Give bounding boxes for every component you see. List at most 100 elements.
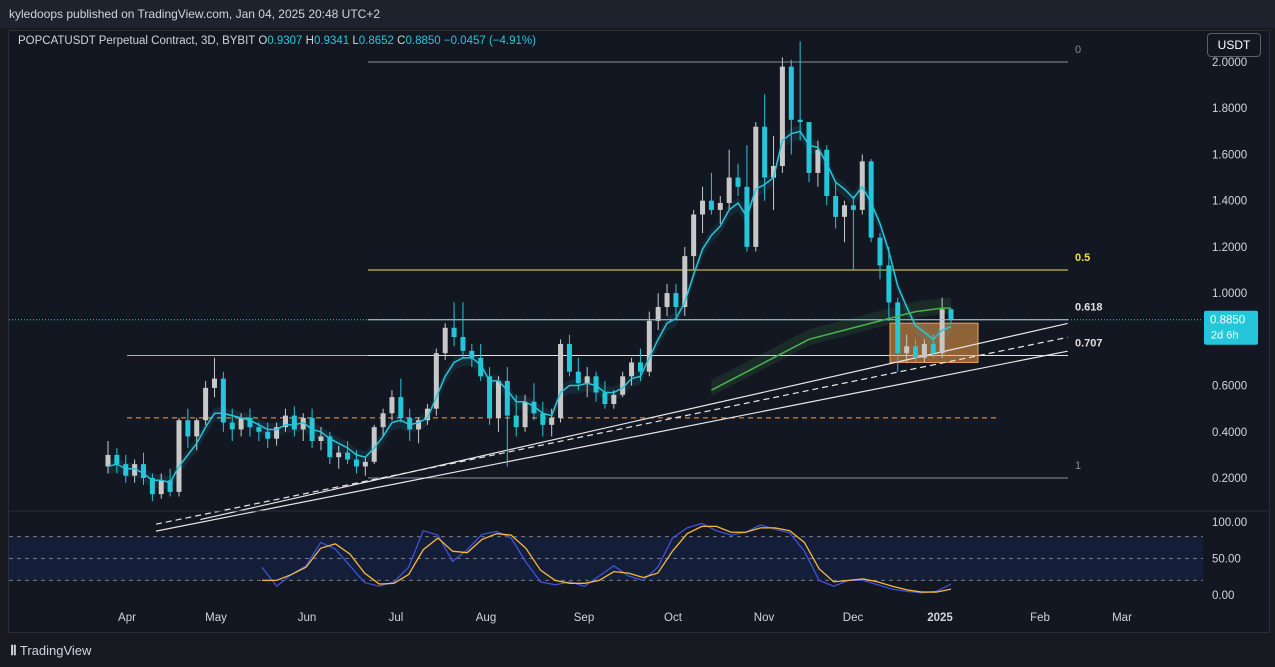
symbol-name: POPCATUSDT Perpetual Contract, 3D, BYBIT	[18, 35, 256, 47]
candle-body	[504, 380, 510, 416]
candle-body	[691, 214, 697, 257]
price-tick-6: 0.6000	[1212, 381, 1247, 393]
candle-body	[460, 337, 466, 351]
candle-body	[708, 200, 714, 210]
time-tick-6: Oct	[664, 612, 683, 624]
time-tick-3: Jul	[389, 612, 404, 624]
fib-label-2: 0.618	[1075, 302, 1103, 314]
fib-label-0: 0	[1075, 44, 1081, 56]
candle-body	[522, 401, 528, 428]
price-tick-8: 0.2000	[1212, 473, 1247, 485]
candle-body	[762, 126, 768, 178]
candle-body	[416, 420, 422, 430]
change-value: −0.0457 (−4.91%)	[443, 35, 536, 47]
stoch-tick-0: 100.00	[1212, 517, 1247, 529]
chart-frame[interactable]	[8, 30, 1270, 633]
candle-body	[948, 309, 954, 320]
candle-body	[815, 149, 821, 173]
candle-body	[238, 417, 244, 430]
candle-body	[176, 420, 182, 492]
price-tick-4: 1.2000	[1212, 242, 1247, 254]
candle-body	[469, 350, 475, 358]
ema-slow-band	[711, 298, 951, 397]
candle-body	[646, 320, 652, 372]
time-tick-5: Sep	[574, 612, 594, 624]
publish-text: kyledoops published on TradingView.com, …	[9, 7, 381, 21]
symbol-legend: POPCATUSDT Perpetual Contract, 3D, BYBIT…	[18, 35, 536, 47]
high-value: 0.9341	[313, 35, 350, 47]
candle-body	[753, 126, 759, 247]
tv-logo-icon: Ⅱ	[10, 642, 17, 658]
candle-body	[788, 66, 794, 120]
trendline-1	[155, 336, 1068, 525]
candle-body	[629, 362, 635, 377]
candle-body	[336, 452, 342, 458]
currency-button[interactable]: USDT	[1207, 33, 1261, 57]
candle-body	[353, 459, 359, 467]
candle-body	[842, 205, 848, 217]
candle-body	[771, 166, 777, 178]
candle-body	[300, 417, 306, 430]
tradingview-logo[interactable]: Ⅱ TradingView	[10, 642, 91, 659]
fib-label-3: 0.707	[1075, 338, 1103, 350]
time-tick-2: Jun	[298, 612, 317, 624]
candle-body	[433, 353, 439, 409]
brand-name: TradingView	[19, 643, 92, 658]
candle-body	[256, 427, 262, 432]
candle-body	[850, 205, 856, 210]
time-tick-8: Dec	[843, 612, 864, 624]
last-price-tag	[1204, 310, 1258, 345]
candle-body	[291, 415, 297, 430]
candle-body	[575, 371, 581, 384]
candle-body	[868, 161, 874, 238]
footer-bar	[0, 637, 1275, 667]
time-tick-0: Apr	[118, 612, 136, 624]
candle-body	[566, 343, 572, 372]
candle-body	[424, 408, 430, 421]
candle-body	[167, 480, 173, 492]
open-value: 0.9307	[267, 35, 303, 47]
candle-body	[735, 177, 741, 187]
candle-body	[877, 237, 883, 266]
candle-body	[185, 420, 191, 437]
candle-body	[531, 401, 537, 414]
time-tick-1: May	[205, 612, 227, 624]
candle-body	[655, 306, 661, 321]
candle-body	[203, 387, 209, 421]
price-tick-1: 1.8000	[1212, 103, 1247, 115]
candle-body	[220, 378, 226, 423]
candle-body	[123, 464, 129, 476]
time-tick-11: Mar	[1112, 612, 1132, 624]
candle-body	[637, 362, 643, 372]
time-tick-4: Aug	[476, 612, 496, 624]
candle-body	[540, 413, 546, 425]
stoch-k-line	[261, 522, 952, 594]
candle-body	[140, 464, 146, 478]
candle-body	[487, 376, 493, 418]
time-tick-7: Nov	[754, 612, 775, 624]
candle-body	[380, 413, 386, 428]
candle-body	[114, 454, 120, 465]
trendline-2	[200, 322, 1068, 521]
stoch-d-line	[262, 525, 952, 593]
last-price-label: 0.8850	[1210, 315, 1245, 327]
countdown-label: 2d 6h	[1211, 330, 1239, 342]
candle-body	[930, 343, 936, 354]
candle-body	[549, 417, 555, 425]
price-tick-7: 0.4000	[1212, 427, 1247, 439]
candle-body	[593, 376, 599, 393]
candle-body	[318, 436, 324, 442]
candle-body	[886, 265, 892, 303]
ema-slow-line	[711, 307, 951, 391]
candle-body	[345, 452, 351, 460]
candle-body	[664, 293, 670, 307]
candle-body	[602, 392, 608, 405]
candle-body	[194, 420, 200, 437]
stoch-tick-1: 50.00	[1212, 554, 1241, 566]
accumulation-zone	[889, 322, 979, 363]
low-value: 0.8652	[358, 35, 394, 47]
candle-body	[584, 376, 590, 384]
candle-body	[913, 346, 919, 358]
candle-body	[513, 415, 519, 428]
